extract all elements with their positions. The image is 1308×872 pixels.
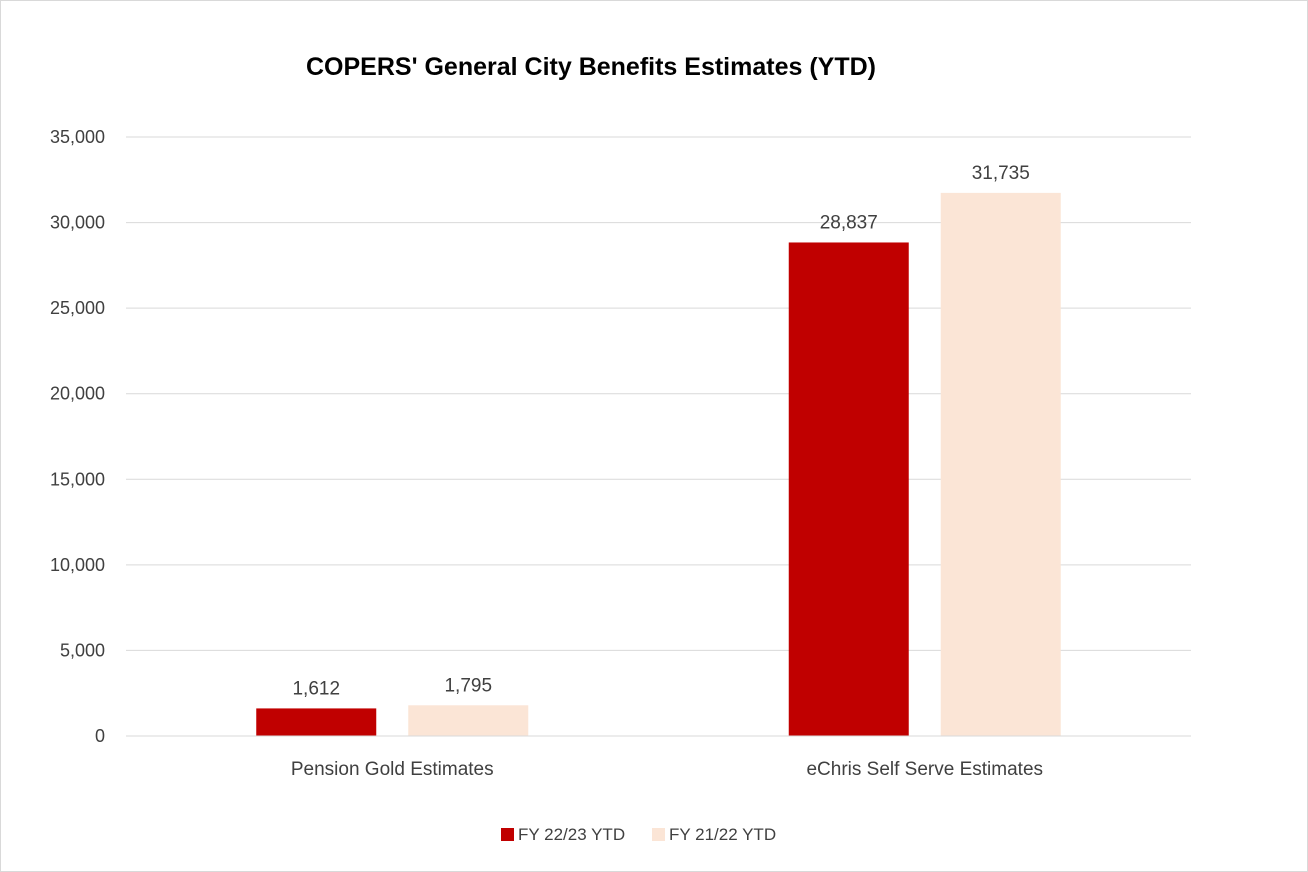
x-category-label: eChris Self Serve Estimates: [806, 759, 1043, 780]
data-label: 1,612: [292, 678, 340, 699]
data-label: 28,837: [820, 212, 878, 233]
data-label: 31,735: [972, 163, 1030, 184]
y-tick-label: 5,000: [60, 640, 105, 660]
bar-fy-22-23: [788, 242, 909, 736]
bar-fy-21-22: [940, 192, 1061, 736]
data-label: 1,795: [444, 675, 492, 696]
y-tick-label: 0: [95, 726, 105, 746]
y-tick-label: 15,000: [50, 469, 105, 489]
bar-fy-22-23: [256, 708, 377, 736]
y-tick-label: 35,000: [50, 127, 105, 147]
x-category-label: Pension Gold Estimates: [291, 759, 494, 780]
legend-swatch-fy-22-23: [501, 828, 514, 841]
y-tick-label: 30,000: [50, 213, 105, 233]
chart-title: COPERS' General City Benefits Estimates …: [306, 53, 876, 81]
legend-swatch-fy-21-22: [652, 828, 665, 841]
y-tick-label: 10,000: [50, 555, 105, 575]
y-tick-label: 25,000: [50, 298, 105, 318]
y-tick-label: 20,000: [50, 384, 105, 404]
legend-label: FY 21/22 YTD: [669, 825, 776, 844]
bar-fy-21-22: [408, 705, 529, 736]
legend-label: FY 22/23 YTD: [518, 825, 625, 844]
